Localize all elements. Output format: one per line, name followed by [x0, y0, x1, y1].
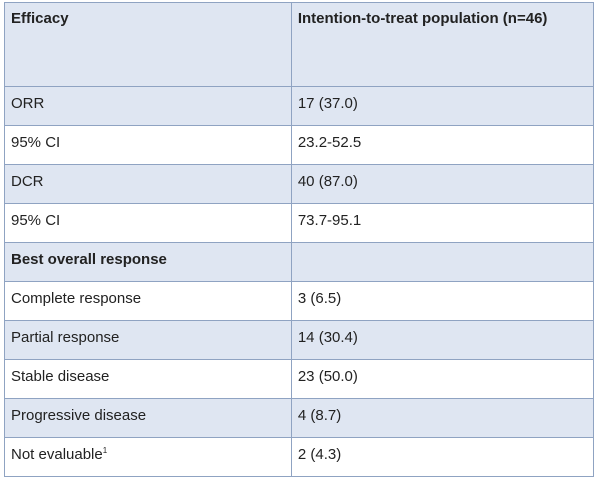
table-header-row: Efficacy Intention-to-treat population (…: [4, 2, 595, 87]
row-label: Not evaluable: [11, 446, 103, 463]
row-label: ORR: [4, 86, 292, 126]
table-row: 95% CI 73.7-95.1: [4, 203, 595, 243]
table-row-section: Best overall response: [4, 242, 595, 282]
table-row: Progressive disease 4 (8.7): [4, 398, 595, 438]
row-value: 4 (8.7): [290, 398, 595, 438]
row-label: 95% CI: [4, 125, 292, 165]
row-label: Complete response: [4, 281, 292, 321]
row-label-with-footnote: Not evaluable1: [4, 437, 292, 477]
table-row: Complete response 3 (6.5): [4, 281, 595, 321]
row-value: 73.7-95.1: [290, 203, 595, 243]
row-label: Stable disease: [4, 359, 292, 399]
header-efficacy: Efficacy: [4, 2, 292, 87]
table-row: Partial response 14 (30.4): [4, 320, 595, 360]
section-label: Best overall response: [4, 242, 292, 282]
row-value: [290, 242, 595, 282]
row-label: Partial response: [4, 320, 292, 360]
header-itt-population: Intention-to-treat population (n=46): [290, 2, 595, 87]
table-row: 95% CI 23.2-52.5: [4, 125, 595, 165]
footnote-marker: 1: [102, 446, 108, 455]
row-value: 17 (37.0): [290, 86, 595, 126]
row-value: 23.2-52.5: [290, 125, 595, 165]
row-value: 40 (87.0): [290, 164, 595, 204]
table-row: DCR 40 (87.0): [4, 164, 595, 204]
row-label: Progressive disease: [4, 398, 292, 438]
table-row: Not evaluable1 2 (4.3): [4, 437, 595, 477]
table-row: ORR 17 (37.0): [4, 86, 595, 126]
table-row: Stable disease 23 (50.0): [4, 359, 595, 399]
row-value: 2 (4.3): [290, 437, 595, 477]
row-value: 14 (30.4): [290, 320, 595, 360]
row-value: 3 (6.5): [290, 281, 595, 321]
efficacy-table: Efficacy Intention-to-treat population (…: [4, 2, 595, 477]
row-label: DCR: [4, 164, 292, 204]
row-value: 23 (50.0): [290, 359, 595, 399]
row-label: 95% CI: [4, 203, 292, 243]
